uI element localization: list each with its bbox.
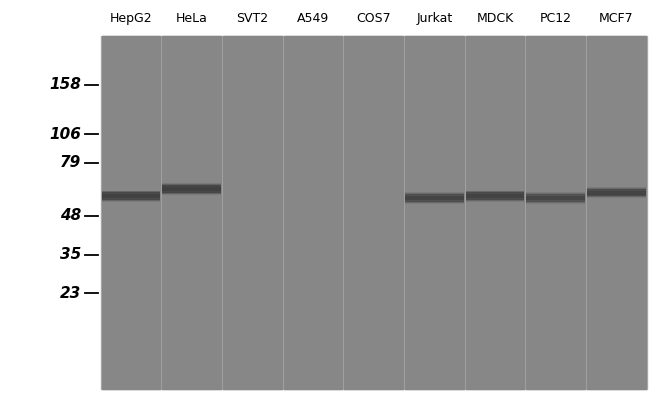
Bar	[587, 36, 645, 389]
Text: HeLa: HeLa	[176, 12, 208, 25]
Text: 23: 23	[60, 286, 81, 301]
Bar	[465, 191, 525, 196]
Bar	[526, 194, 585, 202]
Bar	[526, 192, 585, 195]
Text: SVT2: SVT2	[237, 12, 268, 25]
Bar	[465, 199, 525, 202]
Text: 106: 106	[49, 127, 81, 142]
Bar	[465, 194, 525, 198]
Text: 48: 48	[60, 208, 81, 223]
Bar	[344, 36, 403, 389]
Bar	[101, 36, 161, 389]
Text: COS7: COS7	[356, 12, 391, 25]
Bar	[101, 36, 647, 389]
Bar	[162, 192, 221, 195]
Bar	[405, 198, 463, 203]
Text: PC12: PC12	[540, 12, 572, 25]
Text: MDCK: MDCK	[476, 12, 514, 25]
Bar	[101, 199, 161, 202]
Bar	[405, 36, 463, 389]
Bar	[587, 191, 645, 195]
Bar	[162, 36, 221, 389]
Bar	[465, 196, 525, 201]
Bar	[587, 195, 645, 199]
Bar	[405, 194, 463, 202]
Bar	[223, 36, 281, 389]
Bar	[162, 184, 221, 186]
Bar	[526, 193, 585, 198]
Text: 79: 79	[60, 155, 81, 170]
Text: 158: 158	[49, 77, 81, 92]
Bar	[162, 187, 221, 191]
Bar	[526, 36, 585, 389]
Bar	[405, 192, 463, 195]
Bar	[587, 189, 645, 196]
Bar	[162, 184, 221, 189]
Bar	[587, 187, 645, 190]
Bar	[526, 201, 585, 204]
Text: HepG2: HepG2	[110, 12, 152, 25]
Bar	[465, 192, 525, 200]
Bar	[162, 189, 221, 194]
Bar	[101, 191, 161, 194]
Text: MCF7: MCF7	[599, 12, 634, 25]
Text: 35: 35	[60, 247, 81, 262]
Bar	[162, 186, 221, 193]
Bar	[101, 194, 161, 198]
Text: Jurkat: Jurkat	[416, 12, 452, 25]
Text: A549: A549	[297, 12, 329, 25]
Bar	[405, 193, 463, 198]
Bar	[283, 36, 343, 389]
Bar	[587, 193, 645, 197]
Bar	[405, 196, 463, 200]
Bar	[101, 192, 161, 200]
Bar	[526, 198, 585, 203]
Bar	[465, 36, 525, 389]
Bar	[526, 196, 585, 200]
Bar	[587, 188, 645, 192]
Bar	[465, 191, 525, 194]
Bar	[405, 201, 463, 204]
Bar	[101, 191, 161, 196]
Bar	[101, 196, 161, 201]
